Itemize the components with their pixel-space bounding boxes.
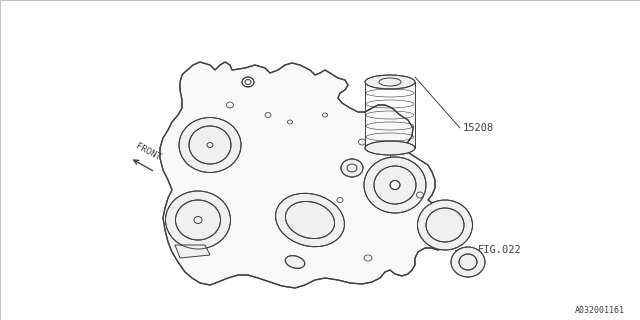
Ellipse shape — [285, 202, 335, 238]
Ellipse shape — [426, 208, 464, 242]
Ellipse shape — [364, 157, 426, 213]
Ellipse shape — [459, 254, 477, 270]
Ellipse shape — [341, 159, 363, 177]
Ellipse shape — [451, 247, 485, 277]
Ellipse shape — [179, 117, 241, 172]
Text: FIG.022: FIG.022 — [478, 245, 522, 255]
Ellipse shape — [390, 180, 400, 189]
Text: FRONT: FRONT — [134, 141, 162, 162]
Ellipse shape — [365, 75, 415, 89]
Ellipse shape — [166, 191, 230, 249]
Ellipse shape — [374, 166, 416, 204]
Polygon shape — [175, 245, 210, 258]
Ellipse shape — [175, 200, 221, 240]
Text: 15208: 15208 — [463, 123, 494, 133]
Ellipse shape — [242, 77, 254, 87]
Ellipse shape — [285, 256, 305, 268]
Polygon shape — [160, 62, 460, 288]
Ellipse shape — [276, 193, 344, 247]
Ellipse shape — [365, 141, 415, 155]
Ellipse shape — [189, 126, 231, 164]
Ellipse shape — [417, 200, 472, 250]
Text: A032001161: A032001161 — [575, 306, 625, 315]
